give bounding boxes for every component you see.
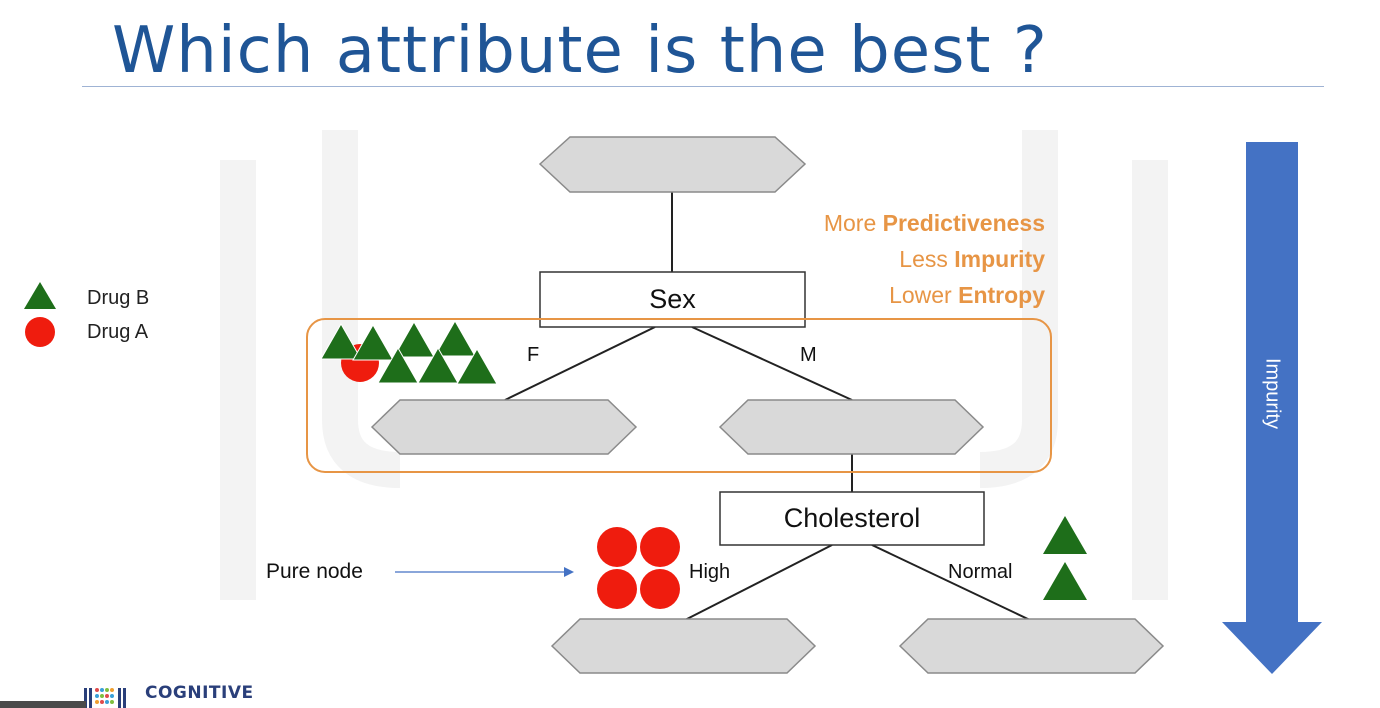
- impurity-arrow-label: Impurity: [1261, 357, 1284, 430]
- tree-hex-nodes: [370, 136, 1165, 674]
- slide-title: Which attribute is the best ?: [112, 14, 1048, 88]
- logo-icon: [84, 688, 126, 708]
- highlight-box: [306, 318, 1052, 473]
- root-node: [538, 136, 807, 193]
- drug-a-circle: [640, 527, 680, 567]
- impurity-arrow: [1222, 142, 1322, 674]
- edge-label-normal: Normal: [948, 561, 1013, 583]
- node-high: [550, 618, 817, 674]
- edge-label-f: F: [527, 344, 540, 366]
- drug-a-circle: [597, 569, 637, 609]
- normal-branch-samples: [1043, 516, 1087, 600]
- edge-label-m: M: [800, 344, 817, 366]
- node-sex-box: [539, 271, 806, 328]
- node-cholesterol-box: [719, 491, 985, 546]
- node-sex-label: Sex: [649, 284, 696, 314]
- edge-sex-f: [504, 326, 656, 401]
- edge-sex-m: [691, 326, 853, 401]
- pure-node-arrow: [395, 567, 574, 577]
- edge-label-high: High: [689, 561, 731, 583]
- circle-icon: [25, 317, 55, 347]
- node-normal: [898, 618, 1165, 674]
- pure-node-label: Pure node: [266, 560, 363, 583]
- annotation-entropy: Lower Entropy: [889, 282, 1045, 308]
- edge-cholesterol-high: [684, 544, 833, 621]
- drug-b-triangle: [434, 319, 476, 357]
- drug-b-triangle: [1043, 562, 1087, 600]
- legend-icons: [24, 282, 56, 347]
- f-branch-samples: [320, 319, 498, 385]
- drug-b-triangle: [320, 322, 362, 360]
- triangle-icon: [24, 282, 56, 309]
- annotation-impurity: Less Impurity: [899, 246, 1045, 272]
- node-m: [718, 399, 985, 455]
- node-f: [370, 399, 638, 455]
- drug-b-triangle: [456, 347, 498, 385]
- drug-a-circle: [597, 527, 637, 567]
- drug-b-triangle: [1043, 516, 1087, 554]
- background-watermark: [220, 130, 1168, 600]
- tree-edges: [504, 192, 1031, 621]
- node-cholesterol-label: Cholesterol: [783, 503, 921, 533]
- high-branch-samples: [597, 527, 680, 609]
- drug-b-triangle: [352, 323, 394, 361]
- bottom-edge-bar: [0, 701, 86, 708]
- legend-label-drug-b: Drug B: [87, 287, 150, 309]
- drug-a-circle: [640, 569, 680, 609]
- drug-b-triangle: [393, 320, 435, 358]
- title-divider: [82, 86, 1324, 87]
- drug-b-triangle: [417, 346, 459, 384]
- logo-text: COGNITIVE: [145, 684, 254, 703]
- cognitive-class-logo: COGNITIVE: [84, 684, 254, 708]
- edge-cholesterol-normal: [871, 544, 1031, 621]
- drug-b-triangle: [377, 346, 419, 384]
- annotation-predictiveness: More Predictiveness: [823, 210, 1045, 236]
- legend-label-drug-a: Drug A: [87, 321, 149, 343]
